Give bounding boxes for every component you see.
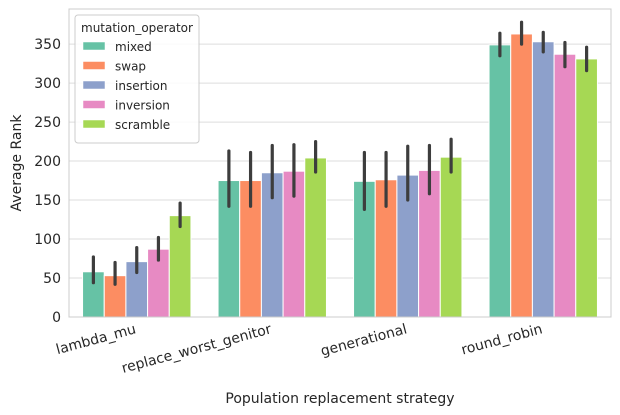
y-tick-label: 250 (34, 115, 61, 131)
y-axis-label: Average Rank (9, 114, 25, 212)
x-tick-label: lambda_mu (54, 321, 137, 358)
bar (510, 33, 533, 318)
legend-label: swap (115, 60, 146, 74)
bar (531, 41, 555, 318)
y-tick-label: 100 (34, 232, 61, 248)
legend-label: scramble (115, 118, 170, 132)
legend-swatch (82, 100, 106, 109)
legend-title: mutation_operator (81, 21, 193, 35)
y-tick-label: 0 (52, 310, 61, 326)
legend-box (74, 14, 200, 144)
bar (304, 157, 327, 318)
bar (439, 156, 463, 318)
x-tick-label: generational (319, 321, 409, 359)
legend-swatch (82, 61, 106, 70)
y-tick-label: 150 (34, 193, 61, 209)
x-axis-label: Population replacement strategy (225, 391, 454, 407)
plot-frame (68, 8, 612, 318)
legend-items: mixed swap insertion inversion scramble (82, 40, 170, 132)
y-axis-ticks: 0 50 100 150 200 250 300 350 (34, 37, 61, 326)
bar (168, 215, 192, 318)
y-tick-label: 50 (43, 271, 61, 287)
legend-swatch (82, 80, 106, 90)
y-tick-label: 300 (34, 76, 61, 92)
y-tick-label: 200 (34, 154, 61, 170)
x-tick-label: round_robin (460, 321, 545, 358)
legend-label: inversion (115, 99, 170, 113)
bar (575, 58, 598, 318)
legend-swatch (82, 119, 106, 129)
x-tick-label: replace_worst_genitor (120, 321, 273, 376)
bar (488, 44, 512, 318)
y-tick-label: 350 (34, 37, 61, 53)
bar (553, 53, 577, 318)
error-bars (91, 20, 589, 286)
legend-label: insertion (115, 79, 168, 93)
legend-swatch (82, 41, 106, 51)
legend: mutation_operator mixed swap insertion inve… (74, 14, 200, 144)
legend-label: mixed (115, 40, 152, 54)
